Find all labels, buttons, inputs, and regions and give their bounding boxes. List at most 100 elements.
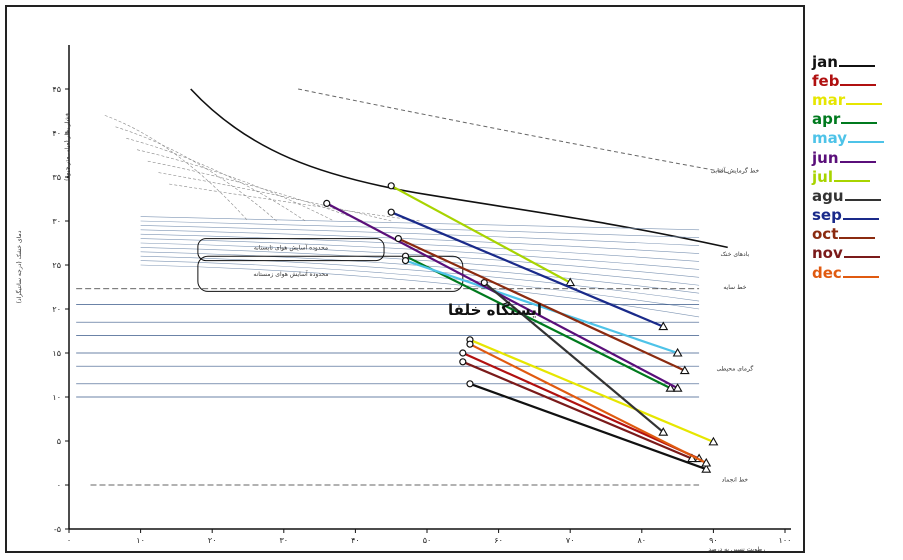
- series-start-may: [401, 257, 410, 265]
- legend-line: [839, 160, 876, 163]
- legend-line: [841, 122, 878, 125]
- y-tick-label: ۴۵: [52, 85, 61, 94]
- y-tick-label: ۳۵: [52, 173, 61, 182]
- wind-line: [140, 260, 700, 310]
- x-tick-label: ۸۰: [638, 536, 647, 545]
- series-line-may: [405, 259, 678, 355]
- side-label: گرمای محیطی: [717, 365, 754, 373]
- series-start-oct: [394, 235, 402, 243]
- legend-label: apr: [812, 110, 841, 129]
- vapour-curve: [158, 172, 392, 222]
- legend-label: sep: [812, 206, 842, 225]
- series-sep: [387, 208, 669, 331]
- legend-label: jun: [812, 148, 839, 167]
- legend-item-nov: nov: [812, 244, 902, 263]
- series-start-agu: [480, 279, 488, 287]
- series-may: [401, 257, 683, 357]
- legend-line: [842, 275, 879, 278]
- legend-line: [838, 64, 875, 67]
- series-nov: [459, 358, 697, 463]
- side-label: خط سایه: [723, 284, 746, 291]
- series-line-dec: [469, 343, 707, 464]
- series-feb: [459, 349, 705, 463]
- legend: jan feb mar apr may jun jul agu sep oct nov dec: [812, 52, 902, 282]
- legend-item-agu: agu: [812, 186, 902, 205]
- upper-dashed-curve: [298, 88, 728, 174]
- x-tick-label: ۴۰: [351, 536, 360, 545]
- legend-item-jun: jun: [812, 148, 902, 167]
- sun-line-curve: [190, 88, 728, 249]
- series-end-agu: [658, 427, 669, 436]
- series-line-feb: [462, 351, 700, 460]
- series-agu: [480, 279, 669, 436]
- legend-item-oct: oct: [812, 225, 902, 244]
- y-tick-label: ۳۰: [52, 217, 61, 226]
- series-line-agu: [483, 281, 664, 434]
- y-tick-label: ۱۰: [52, 393, 61, 402]
- wind-line: [140, 225, 700, 246]
- series-line-jul: [390, 184, 571, 284]
- legend-label: oct: [812, 225, 839, 244]
- legend-line: [833, 179, 870, 182]
- series-dec: [466, 340, 712, 467]
- comfort-summer-label: محدوده آسایش هوای تابستانه: [254, 242, 328, 251]
- series-jan: [466, 380, 712, 473]
- series-start-feb: [459, 349, 467, 357]
- series-apr: [401, 252, 676, 392]
- y-axis-label: دمای خشک (درجه سانتیگراد): [15, 230, 23, 303]
- side-label: بادهای خنک: [721, 251, 750, 258]
- series-end-nov: [686, 453, 697, 463]
- comfort-winter-label: محدوده آسایش هوای زمستانه: [253, 269, 328, 278]
- station-label: ایستگاه خلفا: [448, 301, 542, 319]
- comfort-zone-winter: [197, 255, 464, 292]
- series-end-dec: [701, 457, 712, 467]
- x-tick-label: ۶۰: [494, 536, 503, 545]
- x-tick-label: ۷۰: [566, 536, 575, 545]
- axes: ۰ ۱۰ ۲۰ ۳۰ ۴۰ ۵۰ ۶۰ ۷۰ ۸۰ ۹۰ ۱۰۰۴۵۴۰۳۵۳۰۲۵۲۰۱۵۱۰۵۰…: [15, 45, 791, 551]
- legend-line: [848, 141, 885, 144]
- bioclimatic-chart: خط گرمایش آفتابی بادهای خنک خط سایه گرمای م…: [15, 45, 791, 551]
- x-axis-label: رطوبت نسبی به درصد: [708, 546, 765, 551]
- legend-line: [840, 83, 877, 86]
- series-end-apr: [665, 383, 676, 392]
- vapour-curve: [126, 137, 306, 222]
- y-tick-label: -۵: [54, 525, 61, 534]
- legend-line: [844, 198, 881, 201]
- x-tick-label: ۹۰: [709, 536, 718, 545]
- side-label: خط گرمایش آفتابی: [711, 166, 760, 175]
- vapour-curve: [136, 149, 335, 222]
- vapour-curve: [104, 115, 249, 222]
- series-end-jan: [701, 464, 712, 473]
- y-tick-label: ۲۵: [52, 261, 61, 270]
- series-line-nov: [462, 360, 693, 460]
- legend-label: jan: [812, 52, 838, 71]
- legend-item-dec: dec: [812, 263, 902, 282]
- series-jul: [387, 182, 576, 287]
- series-line-mar: [469, 338, 714, 443]
- wind-line: [140, 264, 700, 318]
- series-start-jul: [387, 182, 395, 190]
- wind-line: [140, 220, 700, 239]
- comfort-zones: محدوده آسایش هوای تابستانه محدوده آسایش ه…: [197, 238, 464, 292]
- series-start-jun: [323, 199, 331, 207]
- vapour-curve: [169, 183, 420, 222]
- series-start-jan: [466, 380, 474, 388]
- legend-item-feb: feb: [812, 71, 902, 90]
- y-tick-label: ۱۵: [52, 349, 61, 358]
- legend-item-sep: sep: [812, 206, 902, 225]
- series-end-may: [672, 347, 683, 357]
- y-tick-label: ۰: [57, 481, 61, 490]
- wind-line: [140, 229, 700, 254]
- y-tick-label: ۵: [57, 437, 61, 446]
- series-end-mar: [708, 436, 719, 446]
- series-lines: [323, 182, 719, 473]
- series-line-apr: [405, 255, 671, 390]
- legend-label: dec: [812, 263, 842, 282]
- series-line-oct: [397, 237, 686, 372]
- side-label: خط انجماد: [722, 476, 749, 483]
- wind-line: [140, 247, 700, 286]
- series-mar: [466, 336, 719, 446]
- series-end-jul: [565, 277, 576, 287]
- legend-label: feb: [812, 71, 840, 90]
- series-line-sep: [390, 211, 664, 328]
